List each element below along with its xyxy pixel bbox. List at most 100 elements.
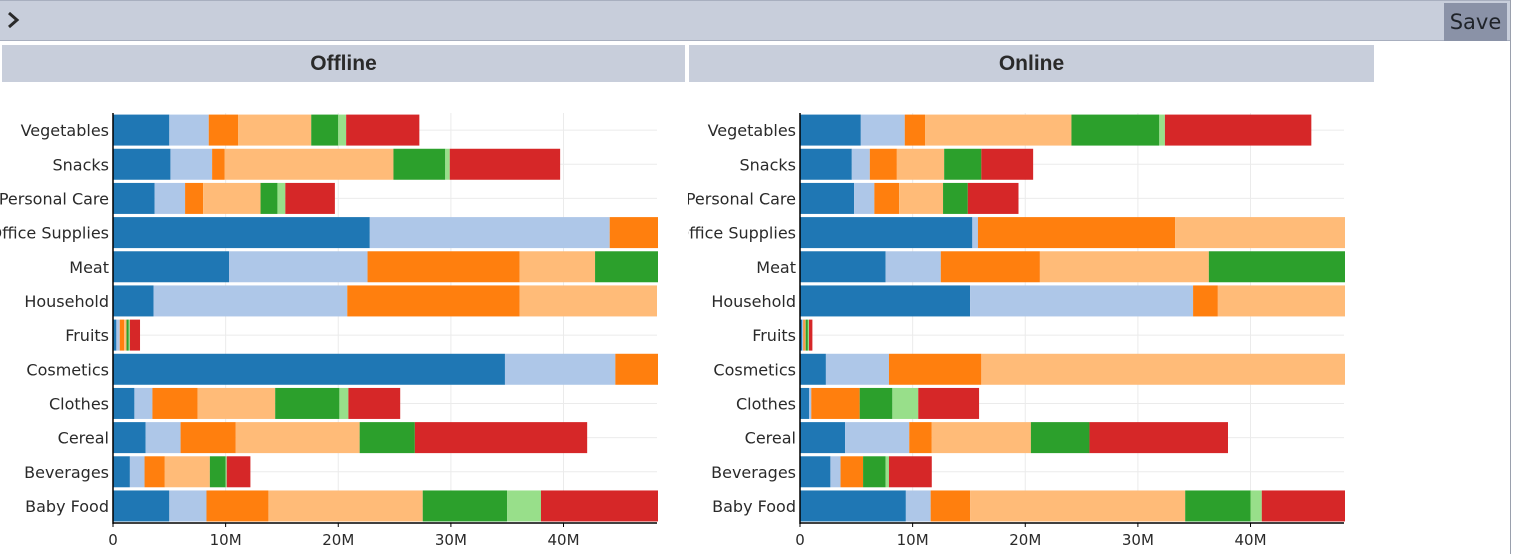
bar-segment	[170, 148, 213, 180]
y-tick-label: Personal Care	[0, 189, 109, 208]
y-tick-label: Cereal	[58, 429, 109, 448]
bar-segment	[507, 490, 541, 522]
bar-segment	[113, 114, 170, 146]
bar-segment	[863, 456, 886, 488]
bar-segment	[809, 387, 812, 419]
x-tick-label: 10M	[897, 531, 929, 549]
bar-segment	[977, 217, 1176, 249]
bar-segment	[972, 217, 978, 249]
bar-segment	[803, 319, 805, 351]
bar-segment	[145, 422, 181, 454]
bar-segment	[113, 456, 130, 488]
bar-segment	[918, 387, 980, 419]
bar-segment	[144, 456, 165, 488]
bar-segment	[800, 456, 831, 488]
bar-segment	[348, 387, 401, 419]
bar-segment	[268, 490, 423, 522]
bar-segment	[800, 285, 971, 317]
bar-segment	[859, 387, 893, 419]
bar-segment	[615, 353, 658, 385]
y-tick-label: Snacks	[740, 155, 797, 174]
y-tick-label: Vegetables	[21, 121, 109, 140]
x-tick-label: 10M	[210, 531, 242, 549]
y-tick-label: Household	[711, 292, 796, 311]
bar-segment	[1039, 251, 1209, 283]
bar-segment	[825, 353, 889, 385]
bar-segment	[970, 285, 1194, 317]
bar-segment	[981, 148, 1034, 180]
bar-segment	[854, 182, 875, 214]
bar-segment	[393, 148, 446, 180]
bar-segment	[805, 319, 808, 351]
bar-segment	[944, 148, 982, 180]
bar-segment	[892, 387, 919, 419]
bar-segment	[981, 353, 1345, 385]
bar-segment	[113, 319, 117, 351]
bar-segment	[1030, 422, 1090, 454]
y-tick-label: Baby Food	[712, 497, 796, 516]
bar-segment	[860, 114, 905, 146]
bar-segment	[899, 182, 944, 214]
bar-segment	[169, 490, 207, 522]
bars	[800, 114, 1345, 522]
bar-segment	[1250, 490, 1262, 522]
bar-segment	[800, 251, 886, 283]
bar-segment	[359, 422, 415, 454]
bar-segment	[129, 456, 145, 488]
save-button[interactable]: Save	[1444, 3, 1507, 41]
y-tick-label: Fruits	[65, 326, 109, 345]
bar-segment	[347, 285, 520, 317]
y-tick-label: Cereal	[745, 429, 796, 448]
bar-segment	[225, 456, 227, 488]
bar-segment	[226, 456, 251, 488]
bar-segment	[804, 319, 806, 351]
bar-segment	[128, 319, 130, 351]
bar-segment	[134, 387, 153, 419]
bar-segment	[970, 490, 1186, 522]
bar-segment	[540, 490, 658, 522]
y-tick-label: Clothes	[736, 394, 796, 413]
bar-segment	[931, 422, 1031, 454]
bar-segment	[845, 422, 910, 454]
bar-segment	[285, 182, 335, 214]
y-tick-label: Beverages	[24, 463, 109, 482]
bar-segment	[595, 251, 658, 283]
y-tick-label: Clothes	[49, 394, 109, 413]
bar-segment	[367, 251, 520, 283]
bar-segment	[809, 319, 813, 351]
y-tick-label: Meat	[69, 258, 109, 277]
chevron-right-icon[interactable]	[4, 9, 22, 31]
bar-segment	[800, 319, 803, 351]
bar-segment	[1208, 251, 1345, 283]
bar-segment	[840, 456, 864, 488]
bar-segment	[1261, 490, 1345, 522]
bar-segment	[1071, 114, 1160, 146]
bar-segment	[113, 387, 135, 419]
x-tick-label: 20M	[322, 531, 354, 549]
bar-segment	[888, 456, 932, 488]
bar-segment	[235, 422, 360, 454]
bar-segment	[609, 217, 658, 249]
bar-segment	[339, 387, 349, 419]
bar-segment	[422, 490, 508, 522]
bar-segment	[925, 114, 1072, 146]
bar-segment	[869, 148, 897, 180]
panel-title-offline: Offline	[2, 45, 685, 82]
y-tick-label: Snacks	[53, 155, 110, 174]
y-tick-label: Baby Food	[25, 497, 109, 516]
bar-segment	[116, 319, 120, 351]
bar-segment	[1217, 285, 1345, 317]
bar-segment	[212, 148, 225, 180]
bar-segment	[851, 148, 870, 180]
bar-segment	[830, 456, 841, 488]
x-tick-label: 30M	[435, 531, 467, 549]
bar-segment	[930, 490, 971, 522]
bar-segment	[800, 182, 855, 214]
bar-segment	[1185, 490, 1251, 522]
x-tick-label: 40M	[548, 531, 580, 549]
bar-segment	[197, 387, 276, 419]
bar-segment	[209, 456, 226, 488]
bar-segment	[1164, 114, 1312, 146]
panel-title-online: Online	[689, 45, 1374, 82]
right-border	[1510, 0, 1511, 554]
